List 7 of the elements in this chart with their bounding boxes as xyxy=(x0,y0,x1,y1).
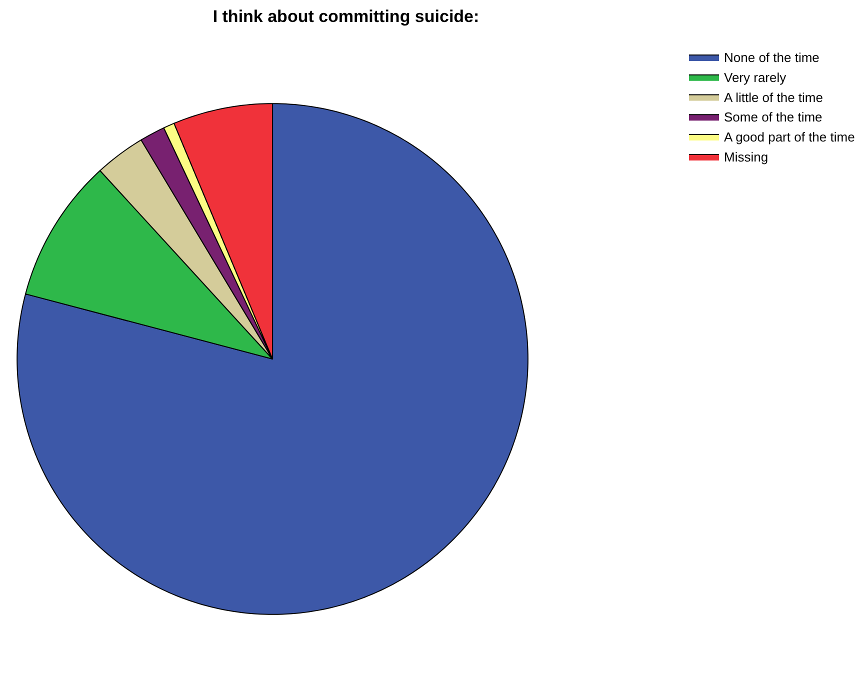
legend-label: Some of the time xyxy=(724,110,822,125)
chart-title: I think about committing suicide: xyxy=(212,7,480,26)
legend-label: A little of the time xyxy=(724,90,823,105)
legend-label: A good part of the time xyxy=(724,130,855,145)
legend-label: Very rarely xyxy=(724,70,787,85)
legend-label: None of the time xyxy=(724,50,820,66)
legend-label: Missing xyxy=(724,150,768,165)
